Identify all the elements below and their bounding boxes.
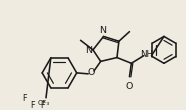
Text: O: O [126,82,133,91]
Text: NH: NH [140,50,153,59]
Text: N: N [85,46,92,55]
Text: CF₃: CF₃ [38,100,50,106]
Text: F: F [40,101,44,110]
Text: N: N [99,27,106,36]
Text: O: O [87,68,95,77]
Text: F: F [30,101,35,110]
Text: F: F [23,94,27,103]
